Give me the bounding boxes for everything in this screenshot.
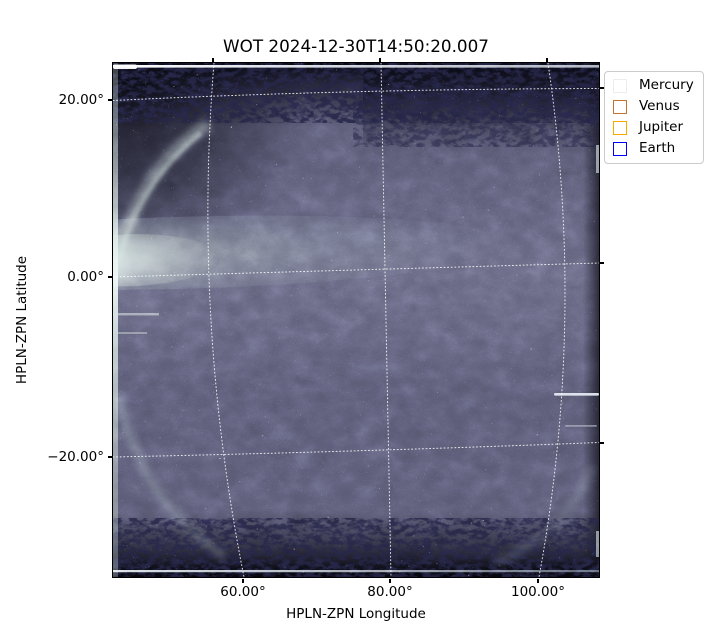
- gridline-lat--20: [113, 442, 599, 458]
- gridline-lon-100: [538, 63, 566, 577]
- y-tick-left: [107, 99, 112, 101]
- legend-item-earth: Earth: [613, 141, 694, 156]
- y-tick-left: [107, 456, 112, 458]
- venus-marker-icon: [613, 99, 627, 114]
- legend-label-venus: Venus: [639, 98, 680, 114]
- x-tick-label: 100.00°: [511, 584, 565, 600]
- legend-label-earth: Earth: [639, 140, 676, 156]
- earth-marker-icon: [613, 141, 627, 156]
- legend-label-mercury: Mercury: [639, 77, 694, 93]
- y-tick-left: [107, 276, 112, 278]
- gridline-lat-0: [113, 262, 599, 278]
- legend-item-mercury: Mercury: [613, 78, 694, 93]
- y-tick-right: [600, 442, 604, 444]
- x-tick-label: 80.00°: [367, 584, 413, 600]
- x-tick-top: [379, 58, 381, 62]
- y-tick-label: −20.00°: [47, 449, 104, 465]
- y-tick-right: [600, 87, 604, 89]
- x-axis-label: HPLN-ZPN Longitude: [286, 606, 426, 622]
- graticule: [113, 63, 599, 577]
- y-axis-label: HPLN-ZPN Latitude: [14, 255, 30, 385]
- gridline-lon-80: [380, 63, 392, 577]
- x-tick-top: [212, 58, 214, 62]
- chart-title: WOT 2024-12-30T14:50:20.007: [223, 36, 489, 56]
- sky-image: [113, 63, 599, 577]
- mercury-marker-icon: [613, 78, 627, 93]
- x-tick-bottom: [242, 578, 244, 583]
- jupiter-marker-icon: [613, 120, 627, 135]
- y-tick-label: 20.00°: [58, 92, 104, 108]
- y-tick-right: [600, 262, 604, 264]
- gridline-lat-20: [113, 88, 599, 101]
- legend: Mercury Venus Jupiter Earth: [604, 71, 704, 164]
- x-tick-bottom: [389, 578, 391, 583]
- legend-label-jupiter: Jupiter: [639, 119, 684, 135]
- x-tick-bottom: [537, 578, 539, 583]
- legend-item-jupiter: Jupiter: [613, 120, 694, 135]
- x-tick-top: [546, 58, 548, 62]
- plot-area: [112, 62, 600, 578]
- y-tick-label: 0.00°: [67, 269, 104, 285]
- legend-item-venus: Venus: [613, 99, 694, 114]
- x-tick-label: 60.00°: [220, 584, 266, 600]
